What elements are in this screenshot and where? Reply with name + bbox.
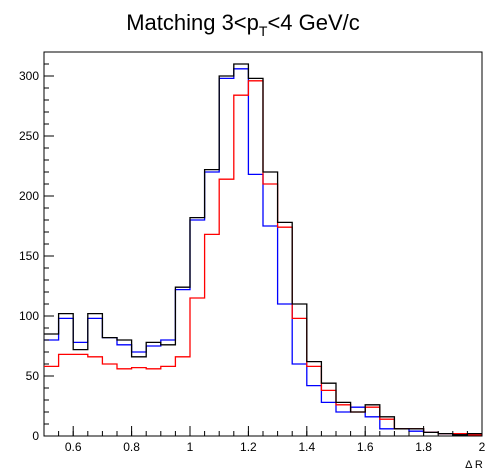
y-tick-label: 100 — [19, 309, 39, 323]
x-tick-label: 1.4 — [298, 440, 315, 454]
y-tick-label: 200 — [19, 189, 39, 203]
x-tick-label: 0.6 — [65, 440, 82, 454]
chart-title-tail: <4 GeV/c — [267, 10, 359, 35]
y-tick-label: 0 — [32, 429, 39, 443]
x-tick-label: 1.2 — [240, 440, 257, 454]
x-tick-label: 1.8 — [415, 440, 432, 454]
histogram-series-3 — [44, 63, 482, 436]
x-axis-label: Δ R — [465, 459, 483, 470]
x-tick-label: 2 — [479, 440, 486, 454]
x-tick-label: 1 — [187, 440, 194, 454]
y-tick-label: 300 — [19, 69, 39, 83]
x-tick-label: 1.6 — [357, 440, 374, 454]
y-tick-label: 250 — [19, 129, 39, 143]
chart-title-main: Matching 3<p — [126, 10, 259, 35]
axes-layer: 0.6 0.8 1 1.2 1.4 1.6 1.8 2 0 50 100 150 200 250 300 — [19, 51, 486, 454]
chart-title: Matching 3<pT<4 GeV/c — [126, 10, 360, 39]
series-layer — [44, 63, 482, 436]
y-tick-label: 50 — [26, 369, 40, 383]
x-tick-label: 0.8 — [123, 440, 140, 454]
y-tick-label: 150 — [19, 249, 39, 263]
chart-title-subscript: T — [259, 23, 268, 39]
